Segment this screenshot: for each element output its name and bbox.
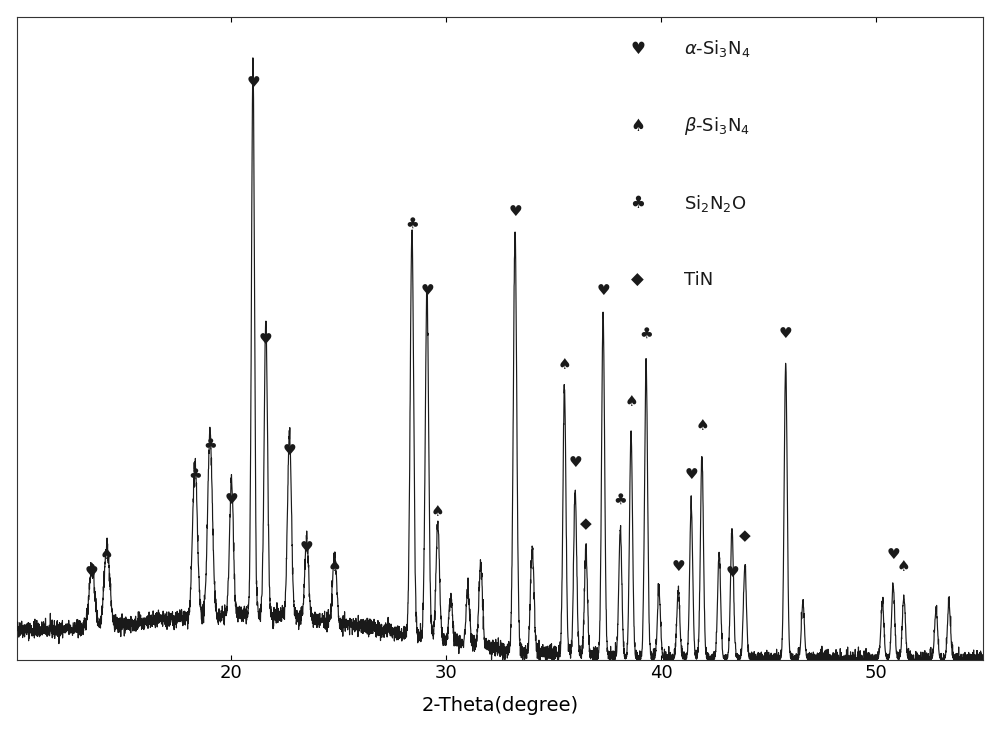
Text: ♥: ♥	[725, 565, 739, 580]
Text: ♣: ♣	[188, 467, 202, 482]
Text: ♥: ♥	[85, 565, 99, 580]
Text: ♥: ♥	[568, 455, 582, 470]
Text: $\alpha$-Si$_3$N$_4$: $\alpha$-Si$_3$N$_4$	[684, 38, 750, 59]
Text: ♣: ♣	[405, 216, 419, 231]
Text: ♥: ♥	[246, 75, 260, 90]
Text: ♣: ♣	[639, 326, 653, 341]
Text: ♥: ♥	[684, 467, 698, 482]
Text: ♣: ♣	[203, 436, 217, 452]
Text: ♥: ♥	[631, 40, 645, 58]
Text: ♥: ♥	[779, 326, 793, 341]
Text: ♣: ♣	[613, 491, 627, 507]
Text: ♠: ♠	[897, 559, 911, 574]
Text: ♠: ♠	[695, 418, 709, 433]
Text: ♥: ♥	[225, 491, 238, 507]
Text: ♠: ♠	[631, 117, 645, 135]
Text: ♥: ♥	[596, 283, 610, 299]
Text: ♠: ♠	[431, 504, 445, 519]
Text: TiN: TiN	[684, 272, 713, 289]
Text: ♥: ♥	[671, 559, 685, 574]
Text: Si$_2$N$_2$O: Si$_2$N$_2$O	[684, 193, 746, 214]
Text: ♠: ♠	[624, 394, 638, 408]
Text: ♥: ♥	[420, 283, 434, 299]
Text: ♠: ♠	[100, 547, 114, 561]
Text: ♠: ♠	[328, 559, 341, 574]
Text: ♥: ♥	[508, 203, 522, 219]
Text: ◆: ◆	[739, 529, 751, 543]
Text: ♥: ♥	[259, 332, 273, 347]
Text: ◆: ◆	[631, 272, 643, 289]
X-axis label: 2-Theta(degree): 2-Theta(degree)	[421, 696, 579, 715]
Text: ◆: ◆	[580, 516, 592, 531]
Text: ♥: ♥	[283, 443, 296, 458]
Text: ♣: ♣	[631, 194, 645, 212]
Text: ♥: ♥	[300, 540, 313, 556]
Text: ♥: ♥	[886, 547, 900, 561]
Text: $\beta$-Si$_3$N$_4$: $\beta$-Si$_3$N$_4$	[684, 115, 750, 137]
Text: ♠: ♠	[558, 356, 571, 372]
